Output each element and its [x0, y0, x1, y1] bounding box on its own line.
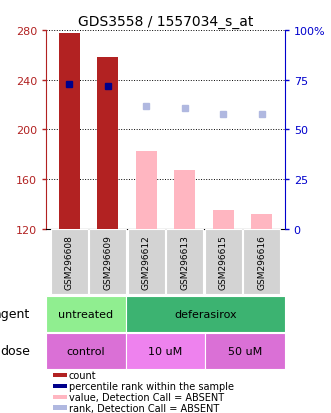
Text: control: control [67, 346, 105, 356]
Title: GDS3558 / 1557034_s_at: GDS3558 / 1557034_s_at [78, 14, 253, 28]
Bar [54, 406, 67, 410]
Text: GSM296615: GSM296615 [219, 235, 228, 290]
Text: GSM296609: GSM296609 [103, 235, 112, 290]
Text: rank, Detection Call = ABSENT: rank, Detection Call = ABSENT [69, 403, 219, 413]
FancyBboxPatch shape [243, 230, 280, 294]
FancyBboxPatch shape [46, 333, 126, 369]
FancyBboxPatch shape [46, 296, 126, 332]
Text: deferasirox: deferasirox [174, 309, 237, 319]
FancyBboxPatch shape [51, 230, 88, 294]
Text: value, Detection Call = ABSENT: value, Detection Call = ABSENT [69, 392, 224, 402]
Text: GSM296616: GSM296616 [257, 235, 266, 290]
FancyBboxPatch shape [205, 333, 285, 369]
Bar [54, 384, 67, 388]
FancyBboxPatch shape [126, 296, 285, 332]
FancyBboxPatch shape [126, 333, 205, 369]
Text: untreated: untreated [59, 309, 114, 319]
Text: 10 uM: 10 uM [148, 346, 183, 356]
Bar [136, 151, 157, 229]
Text: 50 uM: 50 uM [228, 346, 262, 356]
FancyBboxPatch shape [128, 230, 165, 294]
Bar [97, 58, 118, 229]
FancyBboxPatch shape [205, 230, 242, 294]
Bar [213, 211, 234, 229]
Text: percentile rank within the sample: percentile rank within the sample [69, 381, 234, 391]
Text: dose: dose [0, 344, 30, 358]
Text: agent: agent [0, 307, 30, 320]
FancyBboxPatch shape [89, 230, 126, 294]
Text: GSM296608: GSM296608 [65, 235, 74, 290]
Bar [174, 171, 195, 229]
Text: GSM296613: GSM296613 [180, 235, 189, 290]
Bar [59, 33, 80, 229]
Text: count: count [69, 370, 97, 380]
Bar [54, 373, 67, 377]
Bar [251, 214, 272, 229]
Bar [54, 394, 67, 399]
FancyBboxPatch shape [166, 230, 203, 294]
Text: GSM296612: GSM296612 [142, 235, 151, 290]
